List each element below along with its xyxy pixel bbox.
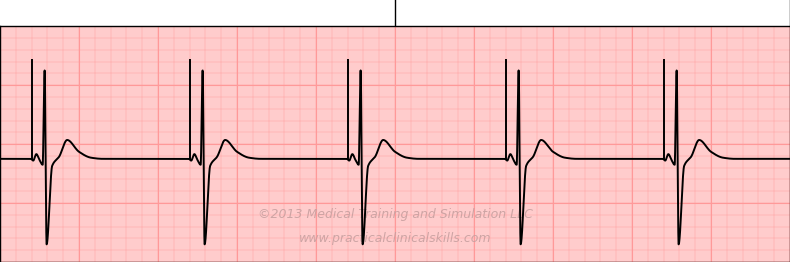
Text: ©2013 Medical Training and Simulation LLC: ©2013 Medical Training and Simulation LL… [258,208,532,221]
Text: www.practicalclinicalskills.com: www.practicalclinicalskills.com [299,232,491,245]
